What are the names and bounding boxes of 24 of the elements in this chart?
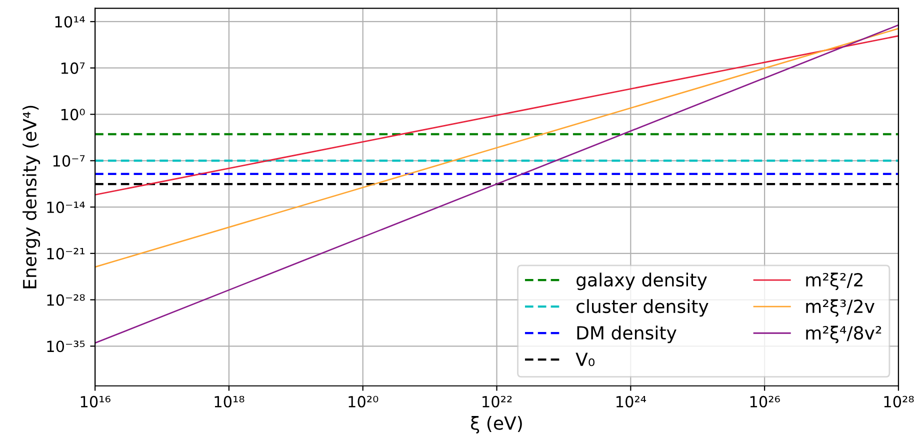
legend-label: m²ξ²/2 [806,272,862,290]
y-tick-label: 10⁻²¹ [47,248,84,260]
x-tick-label: 10¹⁶ [80,396,110,408]
y-tick-label: 10⁻¹⁴ [47,202,85,214]
y-tick-label: 10¹⁴ [55,16,85,28]
y-axis-title: Energy density (eV⁴) [22,106,40,288]
y-tick-label: 10⁻³⁵ [47,340,85,352]
y-tick-label: 10⁷ [61,62,85,74]
legend-label: cluster density [576,299,708,317]
x-axis-title: ξ (eV) [471,416,522,434]
legend-label: m²ξ³/2v [806,299,874,317]
y-tick-label: 10⁻²⁸ [47,294,85,306]
x-tick-label: 10¹⁸ [214,396,244,408]
y-tick-label: 10⁰ [61,108,85,120]
y-tick-label: 10⁻⁷ [53,155,85,167]
legend-label: m²ξ⁴/8v² [806,326,882,344]
x-tick-label: 10²⁸ [884,396,914,408]
legend-label: DM density [577,326,676,344]
x-tick-label: 10²⁰ [348,396,378,408]
legend-label: V₀ [576,352,595,366]
x-tick-label: 10²² [482,396,512,408]
legend-label: galaxy density [576,272,707,290]
x-tick-label: 10²⁶ [750,396,780,408]
x-tick-label: 10²⁴ [616,396,646,408]
